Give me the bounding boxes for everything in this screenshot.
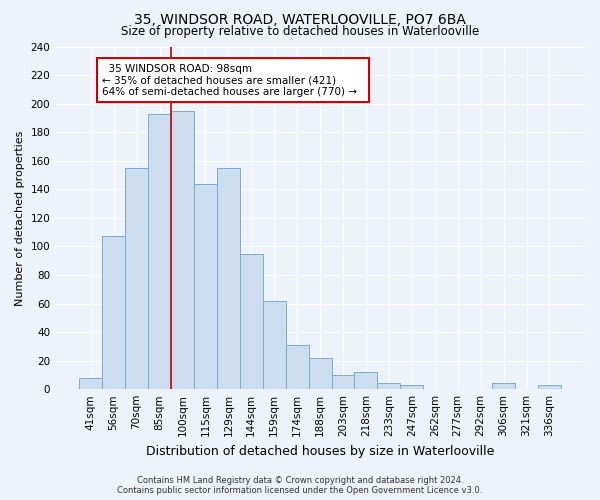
Text: Contains HM Land Registry data © Crown copyright and database right 2024.: Contains HM Land Registry data © Crown c…	[137, 476, 463, 485]
Text: 35 WINDSOR ROAD: 98sqm
← 35% of detached houses are smaller (421)
64% of semi-de: 35 WINDSOR ROAD: 98sqm ← 35% of detached…	[102, 64, 364, 97]
Bar	[79, 378, 102, 389]
Text: 35, WINDSOR ROAD, WATERLOOVILLE, PO7 6BA: 35, WINDSOR ROAD, WATERLOOVILLE, PO7 6BA	[134, 12, 466, 26]
Bar	[217, 168, 240, 389]
X-axis label: Distribution of detached houses by size in Waterlooville: Distribution of detached houses by size …	[146, 444, 494, 458]
Y-axis label: Number of detached properties: Number of detached properties	[15, 130, 25, 306]
Bar	[286, 345, 308, 389]
Bar	[102, 236, 125, 389]
Bar	[400, 385, 423, 389]
Bar	[538, 385, 561, 389]
Bar	[332, 375, 355, 389]
Bar	[171, 111, 194, 389]
Bar	[308, 358, 332, 389]
Text: Size of property relative to detached houses in Waterlooville: Size of property relative to detached ho…	[121, 25, 479, 38]
Bar	[263, 300, 286, 389]
Bar	[240, 254, 263, 389]
Bar	[377, 384, 400, 389]
Bar	[125, 168, 148, 389]
Bar	[355, 372, 377, 389]
Bar	[492, 384, 515, 389]
Bar	[194, 184, 217, 389]
Bar	[148, 114, 171, 389]
Text: Contains public sector information licensed under the Open Government Licence v3: Contains public sector information licen…	[118, 486, 482, 495]
